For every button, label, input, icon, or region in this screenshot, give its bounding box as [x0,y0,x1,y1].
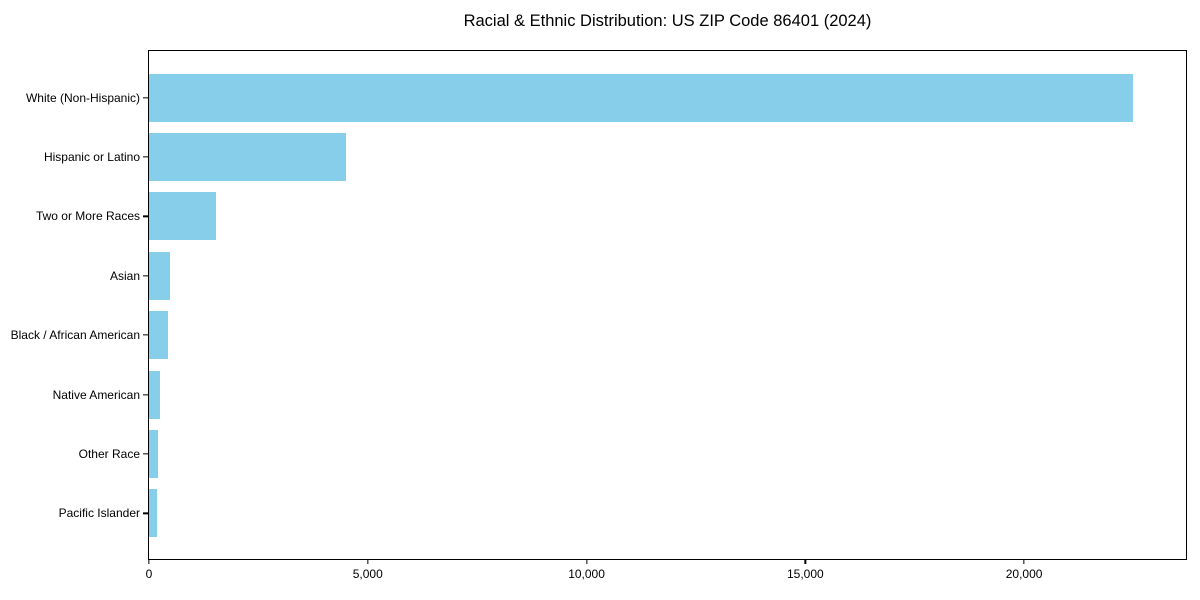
x-tick-mark [585,559,588,564]
y-tick-mark [143,215,148,218]
bar [149,133,347,182]
category-label: Hispanic or Latino [43,150,140,165]
x-tick-mark [1023,559,1025,564]
x-tick-label: 5,000 [352,567,383,581]
y-tick-mark [143,275,148,277]
category-label: Other Race [78,446,140,461]
x-tick-label: 15,000 [786,567,824,581]
category-label: Black / African American [10,328,140,343]
x-tick-label: 0 [145,567,153,581]
bar [149,73,1134,122]
bar [149,192,216,241]
plot-area: White (Non-Hispanic) Hispanic or Latino Tw… [11,50,1187,581]
bar-row: Two or More Races [36,187,1186,246]
category-label: Pacific Islander [58,506,140,521]
bar [149,429,158,478]
bar-row: Asian [110,246,1186,305]
bar [149,311,169,360]
bar-row: Pacific Islander [59,484,1186,543]
bar-row: Hispanic or Latino [44,127,1186,186]
bar [149,251,170,300]
x-axis: 0 5,000 10,000 15,000 20,000 [145,559,1186,591]
bar-row: Native American [53,365,1186,424]
x-tick-mark [148,559,150,564]
y-tick-mark [143,97,148,99]
x-tick-label: 10,000 [568,567,605,581]
category-label: Two or More Races [35,209,140,224]
category-label: Native American [52,387,140,402]
bars-container: White (Non-Hispanic) Hispanic or Latino Tw… [11,51,1186,559]
y-tick-mark [143,156,148,158]
bar-row: Black / African American [11,306,1186,365]
x-tick-mark [367,559,369,564]
bar [149,370,160,419]
y-tick-mark [143,453,148,455]
bar-row: Other Race [79,424,1186,483]
bar-row: White (Non-Hispanic) [26,68,1186,127]
category-label: Asian [109,268,140,283]
x-tick-mark [804,559,806,564]
x-tick-label: 20,000 [1005,567,1043,581]
bar [149,489,158,538]
y-tick-mark [143,512,148,514]
y-tick-mark [143,393,148,396]
category-label: White (Non-Hispanic) [25,90,140,105]
y-tick-mark [143,334,148,336]
chart-title: Racial & Ethnic Distribution: US ZIP Cod… [463,12,872,30]
